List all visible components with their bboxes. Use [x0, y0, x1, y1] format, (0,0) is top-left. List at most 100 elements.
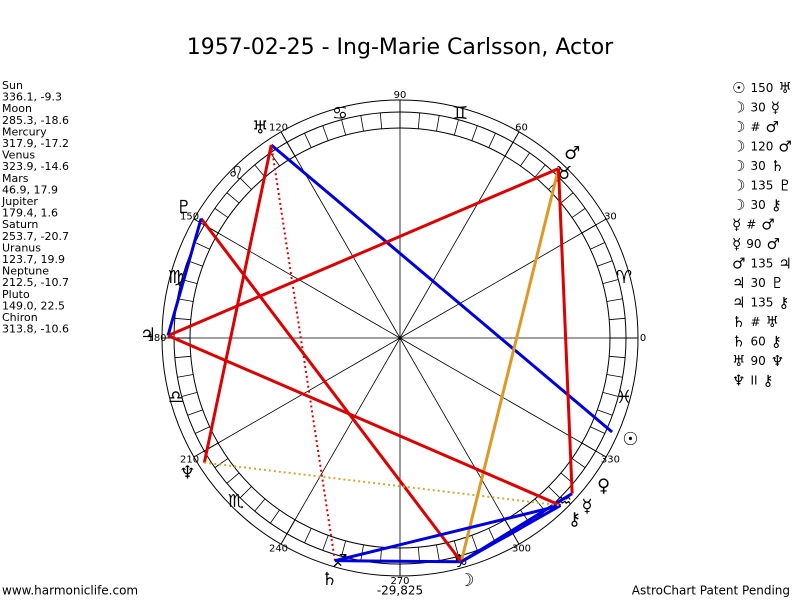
sign-glyph: ♎ — [168, 387, 184, 408]
sign-glyph: ♈ — [616, 267, 632, 288]
aspect-aspect: 135 — [750, 295, 773, 309]
aspect-p1: ☽ — [732, 137, 745, 155]
ring-tick — [560, 192, 574, 204]
planet-name: Uranus — [2, 241, 41, 254]
ring-tick — [590, 242, 605, 250]
aspect-p1: ♃ — [732, 274, 745, 292]
aspect-p2: ♂ — [766, 118, 779, 136]
ring-tick — [606, 298, 623, 302]
aspect-p2: ♂ — [767, 235, 780, 253]
degree-label: 210 — [180, 455, 199, 466]
ring-tick — [239, 177, 252, 190]
aspect-aspect: 90 — [746, 237, 761, 251]
aspect-line — [334, 503, 561, 563]
ring-tick — [571, 208, 586, 218]
aspect-line — [204, 461, 561, 507]
aspect-entry: ♅ 90 ♆ — [732, 352, 784, 370]
aspect-entry: ☿ # ♂ — [732, 215, 775, 233]
degree-label: 270 — [390, 576, 409, 587]
aspect-aspect: 30 — [750, 159, 765, 173]
ring-tick — [360, 115, 364, 132]
spoke — [399, 337, 506, 521]
sign-glyph: ♍ — [168, 267, 184, 288]
aspect-entry: ♃ 135 ⚷ — [732, 293, 789, 311]
aspect-aspect: II — [750, 373, 757, 387]
planet-position: 323.9, -14.6 — [2, 160, 69, 173]
planet-position: 123.7, 19.9 — [2, 253, 65, 266]
planet-name: Mercury — [2, 125, 47, 138]
planet-position: 46.9, 17.9 — [2, 183, 58, 196]
degree-label: 60 — [515, 123, 528, 134]
aspect-p2: ♂ — [761, 215, 774, 233]
aspect-line — [202, 144, 273, 463]
aspect-aspect: 90 — [750, 354, 765, 368]
planet-glyph: ♆ — [179, 462, 195, 483]
aspect-aspect: 30 — [750, 198, 765, 212]
aspect-aspect: 135 — [750, 256, 773, 270]
planet-name: Chiron — [2, 311, 38, 324]
aspect-aspect: 150 — [750, 81, 773, 95]
aspect-line — [270, 144, 336, 561]
ring-tick — [590, 426, 605, 434]
ring-tick — [174, 355, 191, 359]
sign-glyph: ♋ — [332, 103, 348, 124]
spoke — [399, 232, 583, 339]
ring-tick — [270, 509, 280, 524]
ring-tick — [214, 208, 229, 218]
sign-boundary — [280, 519, 296, 545]
aspect-p1: ♄ — [732, 332, 745, 350]
ring-tick — [436, 544, 440, 561]
degree-label: 90 — [394, 90, 407, 101]
degree-label: 330 — [601, 455, 620, 466]
ring-tick — [436, 115, 440, 132]
aspect-line — [167, 167, 560, 337]
ring-tick — [417, 112, 421, 129]
ring-tick — [226, 472, 240, 484]
spoke — [294, 155, 401, 339]
sign-glyph: ♌ — [228, 163, 244, 184]
ring-tick — [181, 391, 198, 397]
aspect-aspect: 120 — [750, 139, 773, 153]
planet-name: Jupiter — [1, 195, 38, 208]
sign-boundary — [581, 218, 607, 234]
aspect-aspect: 30 — [750, 100, 765, 114]
ring-tick — [453, 540, 459, 557]
aspect-entry: ♄ # ♅ — [732, 313, 779, 331]
aspect-p1: ♆ — [732, 371, 745, 389]
aspect-p1: ☿ — [732, 215, 741, 233]
spoke — [217, 337, 401, 444]
planet-glyph: ☽ — [458, 570, 474, 591]
ring-tick — [471, 125, 478, 141]
planet-name: Neptune — [2, 265, 49, 278]
aspect-entry: ☽ 30 ⚷ — [732, 196, 782, 214]
planet-glyph: ♇ — [176, 197, 192, 218]
planet-position: 317.9, -17.2 — [2, 137, 69, 150]
aspect-entry: ☽ 30 ☿ — [732, 98, 780, 116]
ring-tick — [174, 317, 191, 321]
sign-boundary — [581, 442, 607, 458]
ring-tick — [304, 133, 312, 148]
ring-tick — [239, 486, 252, 499]
degree-label: 120 — [269, 123, 288, 134]
ring-tick — [195, 426, 210, 434]
ring-tick — [187, 409, 203, 416]
ring-tick — [226, 192, 240, 204]
planet-name: Mars — [2, 172, 29, 185]
degree-label: 150 — [180, 212, 199, 223]
ring-tick — [177, 374, 194, 378]
aspect-p2: ♇ — [771, 274, 784, 292]
aspect-entry: ☽ 30 ♄ — [732, 157, 784, 175]
aspect-p2: ♂ — [778, 137, 791, 155]
aspect-p2: ♅ — [778, 79, 791, 97]
footer-left: www.harmoniclife.com — [2, 584, 138, 598]
aspect-p1: ☿ — [732, 235, 741, 253]
degree-label: 300 — [512, 543, 531, 554]
ring-tick — [304, 528, 312, 543]
ring-tick — [453, 119, 459, 136]
sign-glyph: ♊ — [452, 103, 468, 124]
planet-glyph: ⚷ — [568, 509, 581, 530]
footer-right: AstroChart Patent Pending — [632, 584, 790, 598]
aspect-p2: ♇ — [778, 176, 791, 194]
ring-tick — [597, 409, 613, 416]
